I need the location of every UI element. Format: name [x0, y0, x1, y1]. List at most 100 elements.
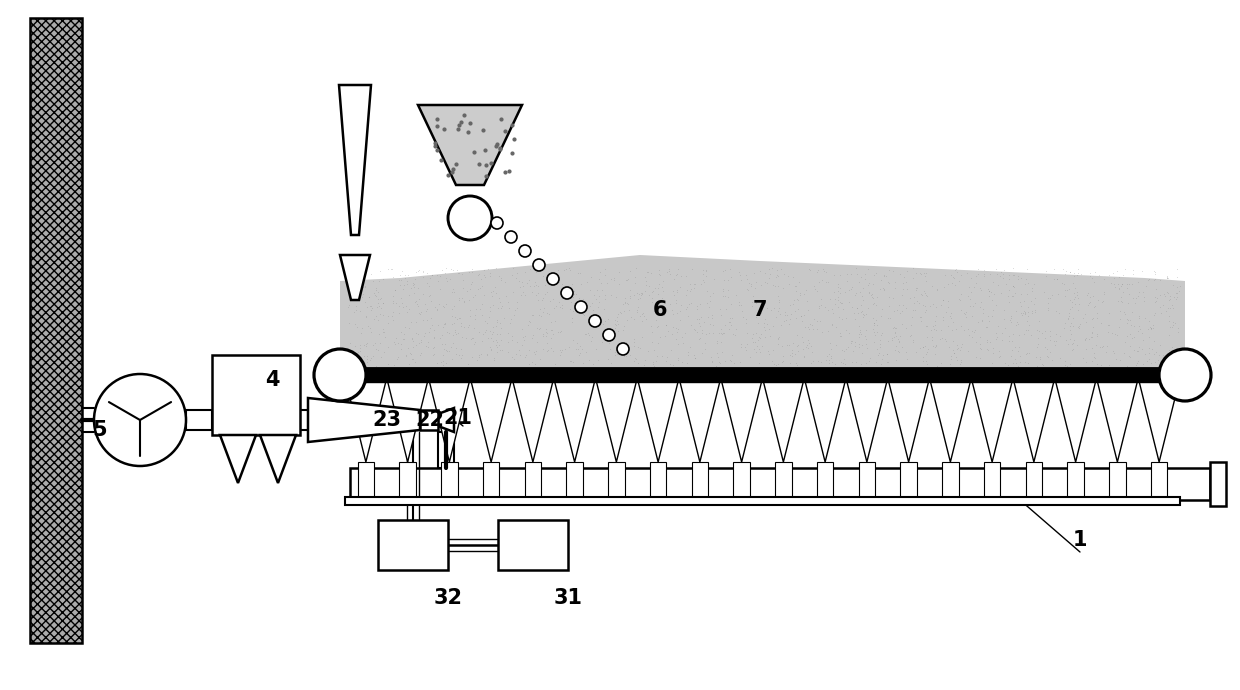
Point [885, 328, 905, 339]
Point [807, 285, 827, 296]
Point [660, 268, 680, 279]
Point [660, 264, 680, 275]
Point [807, 324, 827, 335]
Point [484, 353, 503, 364]
Point [745, 336, 765, 347]
Point [629, 289, 649, 300]
Point [449, 313, 469, 324]
Point [851, 287, 870, 298]
Point [883, 292, 903, 303]
Point [531, 310, 551, 321]
Point [562, 313, 582, 324]
Point [1096, 346, 1116, 357]
Point [846, 288, 866, 299]
Point [763, 263, 782, 274]
Point [867, 315, 887, 326]
Polygon shape [513, 382, 553, 462]
Point [506, 304, 526, 315]
Point [903, 304, 923, 315]
Point [1083, 327, 1102, 338]
Point [1008, 319, 1028, 330]
Point [724, 357, 744, 368]
Point [1008, 345, 1028, 356]
Point [1109, 283, 1128, 294]
Point [461, 277, 481, 288]
Point [482, 336, 502, 347]
Point [994, 265, 1014, 276]
Point [963, 326, 983, 337]
Point [787, 294, 807, 305]
Point [620, 290, 640, 302]
Point [472, 336, 492, 347]
Point [1075, 334, 1095, 345]
Point [625, 277, 645, 288]
Point [786, 281, 806, 292]
Point [570, 299, 590, 310]
Point [388, 338, 408, 349]
Point [557, 287, 577, 298]
Point [475, 269, 495, 280]
Point [1001, 316, 1021, 327]
Point [750, 266, 770, 277]
Point [562, 317, 582, 328]
Point [805, 284, 825, 295]
Point [1157, 287, 1177, 298]
Point [982, 295, 1002, 306]
Point [520, 344, 539, 355]
Point [626, 306, 646, 317]
Point [687, 300, 707, 311]
Point [376, 332, 396, 343]
Point [403, 342, 423, 353]
Point [420, 290, 440, 301]
Point [657, 352, 677, 363]
Point [1003, 357, 1023, 368]
Point [802, 319, 822, 331]
Point [765, 281, 785, 292]
Point [878, 357, 898, 368]
Point [1045, 335, 1065, 346]
Point [1003, 329, 1023, 340]
Point [1079, 299, 1099, 310]
Point [420, 273, 440, 284]
Point [1038, 297, 1058, 308]
Point [915, 301, 935, 312]
Point [507, 297, 527, 308]
Point [1014, 279, 1034, 290]
Point [985, 289, 1004, 300]
Point [526, 279, 546, 290]
Point [950, 358, 970, 369]
Point [515, 352, 534, 363]
Point [795, 310, 815, 321]
Point [847, 268, 867, 279]
Point [791, 316, 811, 327]
Point [719, 324, 739, 335]
Point [451, 269, 471, 280]
Point [978, 344, 998, 355]
Point [454, 296, 474, 307]
Point [374, 347, 394, 358]
Point [1151, 307, 1171, 318]
Point [701, 290, 720, 301]
Point [879, 277, 899, 288]
Point [885, 341, 905, 352]
Point [951, 304, 971, 315]
Point [706, 360, 725, 371]
Point [847, 302, 867, 313]
Point [357, 302, 377, 313]
Point [487, 315, 507, 326]
Point [951, 356, 971, 367]
Point [383, 306, 403, 317]
Point [800, 319, 820, 330]
Point [573, 358, 593, 369]
Point [446, 314, 466, 325]
Point [413, 272, 433, 283]
Point [932, 311, 952, 322]
Point [941, 350, 961, 361]
Point [480, 301, 500, 312]
Point [810, 315, 830, 326]
Point [913, 342, 932, 353]
Point [646, 315, 666, 326]
Circle shape [520, 245, 531, 257]
Point [863, 324, 883, 335]
Point [949, 294, 968, 305]
